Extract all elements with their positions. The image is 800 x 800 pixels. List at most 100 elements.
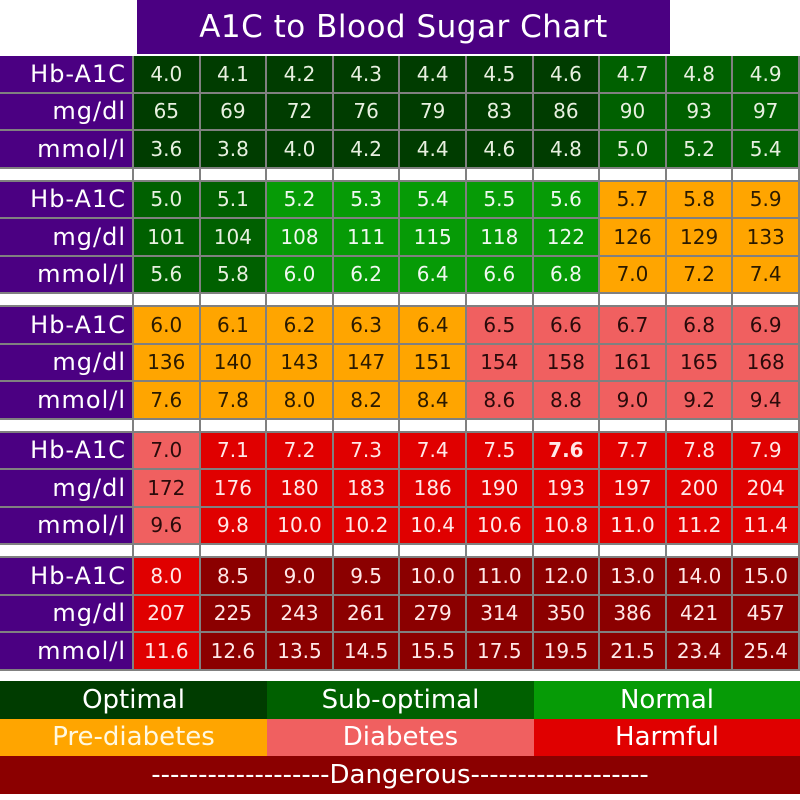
table-cell-hba1c: 4.2 bbox=[267, 56, 334, 94]
separator-cell bbox=[600, 545, 667, 558]
table-cell-mgdl: 76 bbox=[333, 93, 401, 131]
table-cell-hba1c: 4.6 bbox=[533, 56, 601, 94]
table-cell-mmol: 14.5 bbox=[333, 633, 401, 671]
separator-cell bbox=[600, 419, 667, 433]
table-cell-mmol: 6.0 bbox=[267, 256, 334, 294]
table-cell-mgdl: 86 bbox=[533, 93, 601, 131]
row-label-hba1c: Hb-A1C bbox=[0, 432, 134, 470]
table-cell-mgdl: 147 bbox=[333, 344, 401, 382]
table-cell-hba1c: 9.0 bbox=[267, 558, 334, 596]
table-cell-mmol: 13.5 bbox=[267, 633, 334, 671]
legend-dangerous: -------------------Dangerous------------… bbox=[0, 756, 800, 794]
block-separator bbox=[0, 168, 800, 182]
table-cell-hba1c: 4.9 bbox=[733, 56, 800, 94]
table-cell-mgdl: 350 bbox=[533, 595, 601, 633]
table-cell-hba1c: 6.1 bbox=[200, 307, 268, 345]
table-cell-mgdl: 172 bbox=[134, 470, 201, 508]
chart-title: A1C to Blood Sugar Chart bbox=[137, 0, 670, 54]
legend: Optimal Sub-optimal Normal Pre-diabetes … bbox=[0, 681, 800, 794]
table-cell-mmol: 3.6 bbox=[134, 131, 201, 169]
table-cell-hba1c: 10.0 bbox=[400, 558, 467, 596]
row-label-mmol: mmol/l bbox=[0, 382, 134, 420]
table-cell-mmol: 8.8 bbox=[533, 382, 601, 420]
legend-normal: Normal bbox=[534, 681, 800, 719]
table-cell-mmol: 8.4 bbox=[400, 382, 467, 420]
table-cell-hba1c: 12.0 bbox=[533, 558, 601, 596]
separator-cell bbox=[400, 168, 467, 182]
table-cell-mmol: 5.4 bbox=[733, 131, 800, 169]
separator-cell bbox=[134, 168, 201, 182]
table-cell-hba1c: 7.9 bbox=[733, 432, 800, 470]
table-cell-mgdl: 200 bbox=[666, 470, 734, 508]
table-cell-hba1c: 7.2 bbox=[267, 432, 334, 470]
legend-prediabetes: Pre-diabetes bbox=[0, 718, 267, 756]
table-cell-hba1c: 4.1 bbox=[200, 56, 268, 94]
table-cell-mgdl: 122 bbox=[533, 219, 601, 257]
table-cell-hba1c: 6.0 bbox=[134, 307, 201, 345]
table-cell-mgdl: 225 bbox=[200, 595, 268, 633]
separator-cell bbox=[466, 168, 534, 182]
table-cell-mgdl: 207 bbox=[134, 595, 201, 633]
a1c-table: Hb-A1C 4.0 4.1 4.2 4.3 4.4 4.5 4.6 4.7 4.8 4.9 mg/d… bbox=[0, 56, 800, 671]
table-block-2: Hb-A1C 5.0 5.1 5.2 5.3 5.4 5.5 5.6 5.7 5.8 5.9 mg/d… bbox=[0, 181, 800, 294]
table-cell-hba1c: 11.0 bbox=[466, 558, 534, 596]
table-cell-hba1c: 6.7 bbox=[600, 307, 667, 345]
table-cell-mmol: 12.6 bbox=[200, 633, 268, 671]
legend-optimal: Optimal bbox=[0, 681, 267, 719]
table-cell-mgdl: 165 bbox=[666, 344, 734, 382]
separator-cell bbox=[533, 419, 601, 433]
separator-cell bbox=[466, 419, 534, 433]
table-cell-mmol: 7.8 bbox=[200, 382, 268, 420]
separator-cell bbox=[134, 419, 201, 433]
table-cell-hba1c: 9.5 bbox=[333, 558, 401, 596]
separator-cell bbox=[200, 545, 268, 558]
separator-cell bbox=[600, 294, 667, 307]
table-cell-mgdl: 133 bbox=[733, 219, 800, 257]
table-cell-mgdl: 193 bbox=[533, 470, 601, 508]
separator-cell bbox=[666, 545, 734, 558]
table-cell-mgdl: 158 bbox=[533, 344, 601, 382]
table-cell-hba1c: 4.4 bbox=[400, 56, 467, 94]
separator-cell bbox=[400, 545, 467, 558]
table-cell-mmol: 11.2 bbox=[666, 507, 734, 545]
table-cell-mgdl: 161 bbox=[600, 344, 667, 382]
table-cell-hba1c: 6.2 bbox=[267, 307, 334, 345]
table-cell-hba1c: 5.3 bbox=[333, 181, 401, 219]
table-cell-hba1c: 5.6 bbox=[533, 181, 601, 219]
table-cell-mmol: 7.4 bbox=[733, 256, 800, 294]
separator-cell bbox=[733, 294, 800, 307]
separator-cell bbox=[666, 168, 734, 182]
row-label-mmol: mmol/l bbox=[0, 256, 134, 294]
legend-row-1: Optimal Sub-optimal Normal bbox=[0, 681, 800, 719]
table-block-5: Hb-A1C 8.0 8.5 9.0 9.5 10.0 11.0 12.0 13.0 14.0 15… bbox=[0, 558, 800, 671]
row-label-mgdl: mg/dl bbox=[0, 470, 134, 508]
table-cell-hba1c: 7.7 bbox=[600, 432, 667, 470]
table-cell-hba1c: 7.0 bbox=[134, 432, 201, 470]
separator-cell bbox=[267, 545, 334, 558]
table-cell-mmol: 9.0 bbox=[600, 382, 667, 420]
table-cell-hba1c: 8.0 bbox=[134, 558, 201, 596]
table-cell-mmol: 4.4 bbox=[400, 131, 467, 169]
separator-cell bbox=[400, 419, 467, 433]
legend-diabetes: Diabetes bbox=[267, 718, 534, 756]
row-label-mmol: mmol/l bbox=[0, 507, 134, 545]
separator-cell bbox=[533, 168, 601, 182]
table-cell-mgdl: 197 bbox=[600, 470, 667, 508]
table-cell-mgdl: 118 bbox=[466, 219, 534, 257]
table-cell-mmol: 10.8 bbox=[533, 507, 601, 545]
table-cell-mmol: 25.4 bbox=[733, 633, 800, 671]
table-cell-mgdl: 72 bbox=[267, 93, 334, 131]
table-cell-mgdl: 101 bbox=[134, 219, 201, 257]
table-cell-mgdl: 243 bbox=[267, 595, 334, 633]
separator-cell bbox=[733, 419, 800, 433]
table-cell-hba1c: 6.4 bbox=[400, 307, 467, 345]
table-cell-mmol: 8.2 bbox=[333, 382, 401, 420]
table-cell-hba1c: 6.6 bbox=[533, 307, 601, 345]
table-cell-mmol: 6.8 bbox=[533, 256, 601, 294]
table-block-1: Hb-A1C 4.0 4.1 4.2 4.3 4.4 4.5 4.6 4.7 4.8 4.9 mg/d… bbox=[0, 56, 800, 169]
table-cell-mmol: 11.0 bbox=[600, 507, 667, 545]
table-cell-mmol: 10.2 bbox=[333, 507, 401, 545]
separator-cell bbox=[200, 168, 268, 182]
table-cell-mgdl: 97 bbox=[733, 93, 800, 131]
table-cell-mgdl: 136 bbox=[134, 344, 201, 382]
